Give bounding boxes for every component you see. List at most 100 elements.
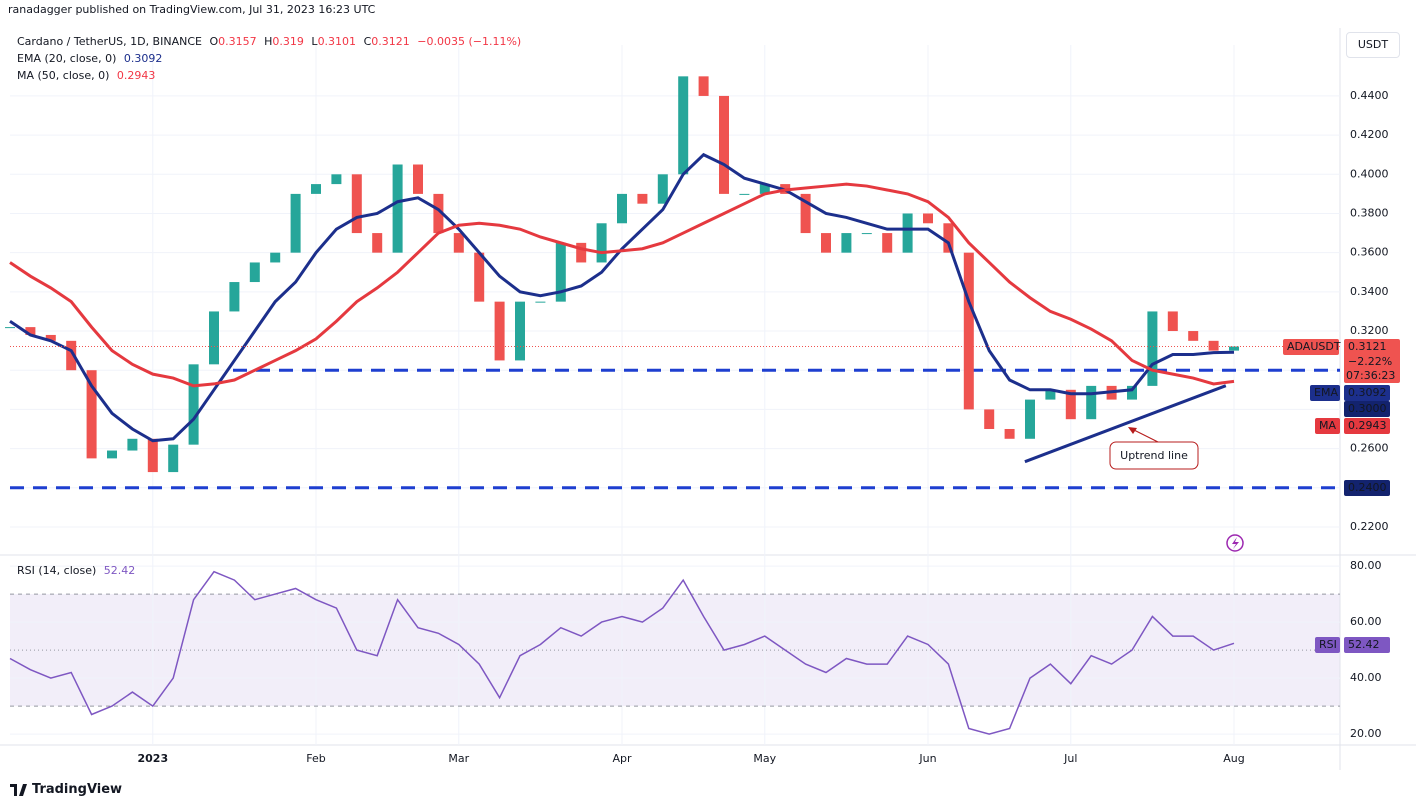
candle bbox=[86, 370, 97, 459]
ema-legend: EMA (20, close, 0) 0.3092 bbox=[17, 52, 166, 65]
candle bbox=[1025, 399, 1035, 439]
price-tag-box bbox=[1344, 339, 1400, 383]
candle bbox=[453, 233, 464, 253]
symbol: Cardano / TetherUS, 1D, BINANCE bbox=[17, 35, 202, 48]
legend-value: 52.42 bbox=[103, 564, 136, 577]
candle bbox=[311, 184, 321, 194]
ma-tag-value-box bbox=[1344, 418, 1390, 434]
candle bbox=[66, 340, 77, 371]
rsi-tag-label: RSI bbox=[1319, 638, 1337, 651]
currency-button[interactable]: USDT bbox=[1346, 32, 1400, 58]
candle bbox=[963, 252, 974, 410]
footer-text: TradingView bbox=[32, 782, 123, 797]
ema-tag-value: 0.3092 bbox=[1348, 386, 1387, 399]
candle bbox=[107, 450, 117, 459]
candle bbox=[535, 301, 546, 303]
price-tag-value: 0.3121 bbox=[1348, 340, 1387, 353]
rsi-tag-value-box bbox=[1344, 637, 1390, 653]
candle bbox=[617, 193, 627, 224]
y-tick-label: 60.00 bbox=[1350, 615, 1382, 628]
trendline bbox=[1024, 384, 1227, 464]
candle bbox=[25, 327, 36, 335]
candle bbox=[249, 262, 260, 283]
candle bbox=[515, 301, 525, 361]
candle bbox=[821, 233, 831, 253]
candle bbox=[759, 184, 770, 194]
candle bbox=[1147, 311, 1158, 386]
x-tick-label: Jun bbox=[918, 752, 936, 765]
y-tick-label: 0.3800 bbox=[1350, 206, 1389, 219]
y-tick-label: 40.00 bbox=[1350, 671, 1382, 684]
candle bbox=[147, 438, 158, 473]
alert-icon bbox=[1226, 534, 1244, 552]
price-tag-label: ADAUSDT bbox=[1287, 340, 1341, 353]
annotation-arrow bbox=[1131, 428, 1161, 444]
ohlc-value: 0.3101 bbox=[317, 35, 357, 48]
candle bbox=[45, 334, 56, 341]
price-tag-change: −2.22% bbox=[1348, 355, 1392, 368]
candle bbox=[698, 76, 709, 96]
y-tick-label: 0.3400 bbox=[1350, 285, 1389, 298]
ema-tag-label-box bbox=[1310, 385, 1340, 401]
rsi-legend: RSI (14, close) 52.42 bbox=[17, 564, 139, 577]
candle bbox=[1188, 331, 1199, 341]
legend-label: MA (50, close, 0) bbox=[17, 69, 110, 82]
ohlc-key: C bbox=[363, 35, 372, 48]
candle bbox=[923, 213, 933, 224]
y-tick-label: 0.2600 bbox=[1350, 442, 1389, 455]
candle bbox=[127, 438, 138, 451]
y-tick-label: 0.2200 bbox=[1350, 520, 1389, 533]
rsi-line bbox=[9, 570, 1235, 735]
y-tick-label: 20.00 bbox=[1350, 727, 1382, 740]
ma-tag-label-box bbox=[1315, 418, 1340, 434]
candle bbox=[984, 409, 995, 429]
y-tick-label: 0.4000 bbox=[1350, 167, 1389, 180]
level-tag-box bbox=[1344, 480, 1390, 496]
level-tag-box bbox=[1344, 401, 1390, 417]
candle bbox=[1004, 428, 1015, 439]
candle bbox=[1208, 340, 1219, 351]
candle bbox=[861, 233, 872, 235]
ma-tag-label: MA bbox=[1319, 419, 1336, 432]
indicator-line bbox=[9, 182, 1235, 388]
candle bbox=[494, 301, 505, 361]
change: −0.0035 (−1.11%) bbox=[417, 35, 522, 48]
main-legend: Cardano / TetherUS, 1D, BINANCE O0.3157 … bbox=[17, 35, 525, 48]
candle bbox=[841, 233, 852, 253]
x-tick-label: May bbox=[753, 752, 776, 765]
candle bbox=[188, 364, 199, 445]
ohlc-value: 0.319 bbox=[272, 35, 304, 48]
y-tick-label: 0.4200 bbox=[1350, 128, 1389, 141]
candle bbox=[270, 252, 281, 263]
ema-tag-label: EMA bbox=[1314, 386, 1338, 399]
candle bbox=[1167, 311, 1178, 332]
candle bbox=[168, 444, 179, 473]
candle bbox=[413, 164, 423, 194]
x-tick-label: 2023 bbox=[137, 752, 168, 765]
candle bbox=[290, 193, 301, 253]
legend-label: RSI (14, close) bbox=[17, 564, 97, 577]
annotation-text: Uptrend line bbox=[1120, 449, 1188, 462]
legend-label: EMA (20, close, 0) bbox=[17, 52, 117, 65]
y-tick-label: 0.3200 bbox=[1350, 324, 1389, 337]
attribution: ranadagger published on TradingView.com,… bbox=[8, 3, 376, 16]
candle bbox=[331, 174, 342, 185]
level-tag: 0.2400 bbox=[1348, 481, 1387, 494]
legend-value: 0.3092 bbox=[123, 52, 163, 65]
candle bbox=[800, 193, 811, 234]
ohlc-value: 0.3121 bbox=[371, 35, 410, 48]
candle bbox=[902, 213, 913, 253]
candle bbox=[657, 174, 668, 204]
x-tick-label: Feb bbox=[306, 752, 325, 765]
candle bbox=[555, 242, 566, 302]
footer: TradingView bbox=[10, 782, 122, 797]
candle bbox=[678, 76, 689, 175]
candle bbox=[1045, 389, 1056, 400]
candle bbox=[637, 193, 648, 204]
candle bbox=[5, 327, 15, 329]
candle bbox=[1127, 385, 1137, 400]
ema-tag-value-box bbox=[1344, 385, 1390, 401]
price-tag-countdown: 07:36:23 bbox=[1346, 369, 1395, 382]
